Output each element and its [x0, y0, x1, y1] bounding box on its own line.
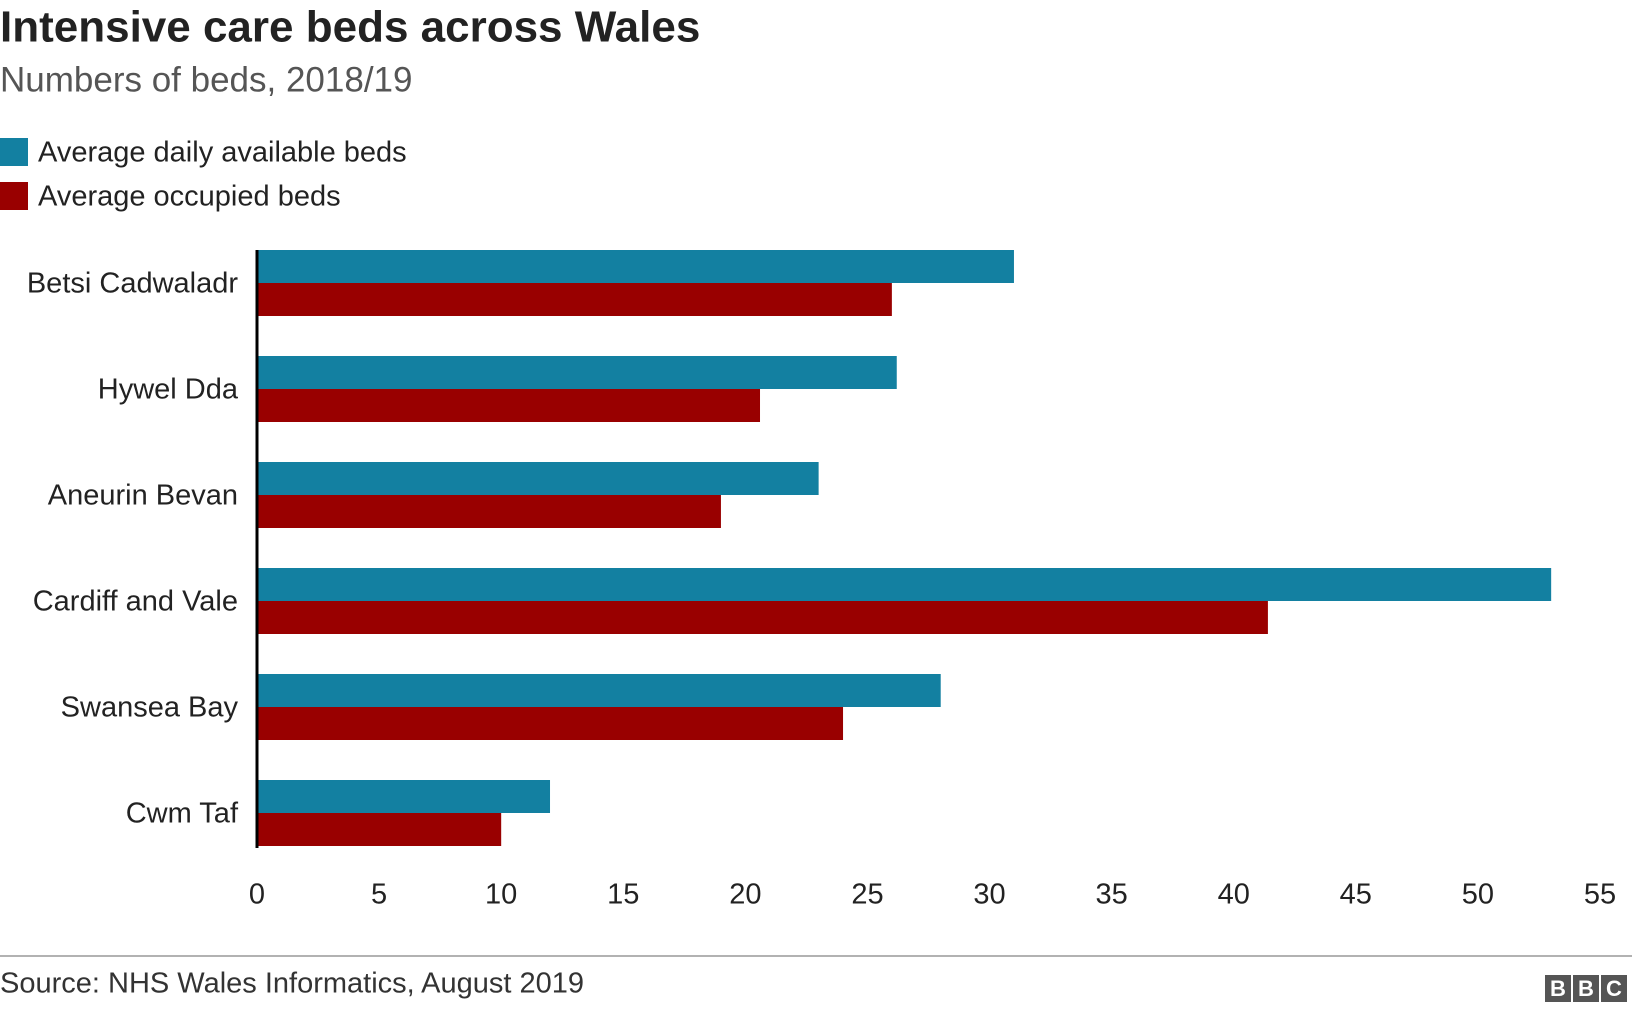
- chart-subtitle: Numbers of beds, 2018/19: [0, 60, 412, 99]
- bar: [257, 283, 892, 316]
- y-tick-label: Aneurin Bevan: [48, 480, 238, 512]
- bar: [257, 780, 551, 813]
- bar: [257, 601, 1268, 634]
- x-tick-label: 10: [485, 879, 517, 911]
- x-tick-label: 30: [973, 879, 1005, 911]
- x-tick-label: 40: [1218, 879, 1250, 911]
- bar: [257, 568, 1552, 601]
- chart-title: Intensive care beds across Wales: [0, 3, 700, 52]
- x-tick-label: 45: [1340, 879, 1372, 911]
- x-tick-label: 35: [1096, 879, 1128, 911]
- x-tick-label: 5: [371, 879, 387, 911]
- x-tick-label: 0: [249, 879, 265, 911]
- legend-swatch: [0, 138, 28, 166]
- x-tick-label: 55: [1584, 879, 1616, 911]
- bar: [257, 462, 819, 495]
- bar: [257, 250, 1014, 283]
- bar: [257, 707, 844, 740]
- legend-label: Average occupied beds: [38, 181, 341, 213]
- legend-label: Average daily available beds: [38, 137, 407, 169]
- bar: [257, 389, 761, 422]
- bar: [257, 495, 721, 528]
- logo-letter: B: [1578, 976, 1594, 1001]
- legend-swatch: [0, 182, 28, 210]
- logo-letter: C: [1606, 976, 1622, 1001]
- x-tick-label: 20: [729, 879, 761, 911]
- bar: [257, 356, 897, 389]
- x-tick-label: 50: [1462, 879, 1494, 911]
- bar: [257, 674, 941, 707]
- y-tick-label: Hywel Dda: [98, 374, 239, 406]
- y-tick-label: Cwm Taf: [126, 798, 239, 830]
- x-tick-label: 25: [851, 879, 883, 911]
- logo: [1545, 975, 1627, 1002]
- logo-letter: B: [1550, 976, 1566, 1001]
- source: Source: NHS Wales Informatics, August 20…: [0, 968, 584, 1000]
- y-tick-label: Betsi Cadwaladr: [27, 268, 238, 300]
- y-tick-label: Cardiff and Vale: [33, 586, 238, 618]
- y-tick-label: Swansea Bay: [61, 692, 239, 724]
- x-tick-label: 15: [607, 879, 639, 911]
- bar: [257, 813, 502, 846]
